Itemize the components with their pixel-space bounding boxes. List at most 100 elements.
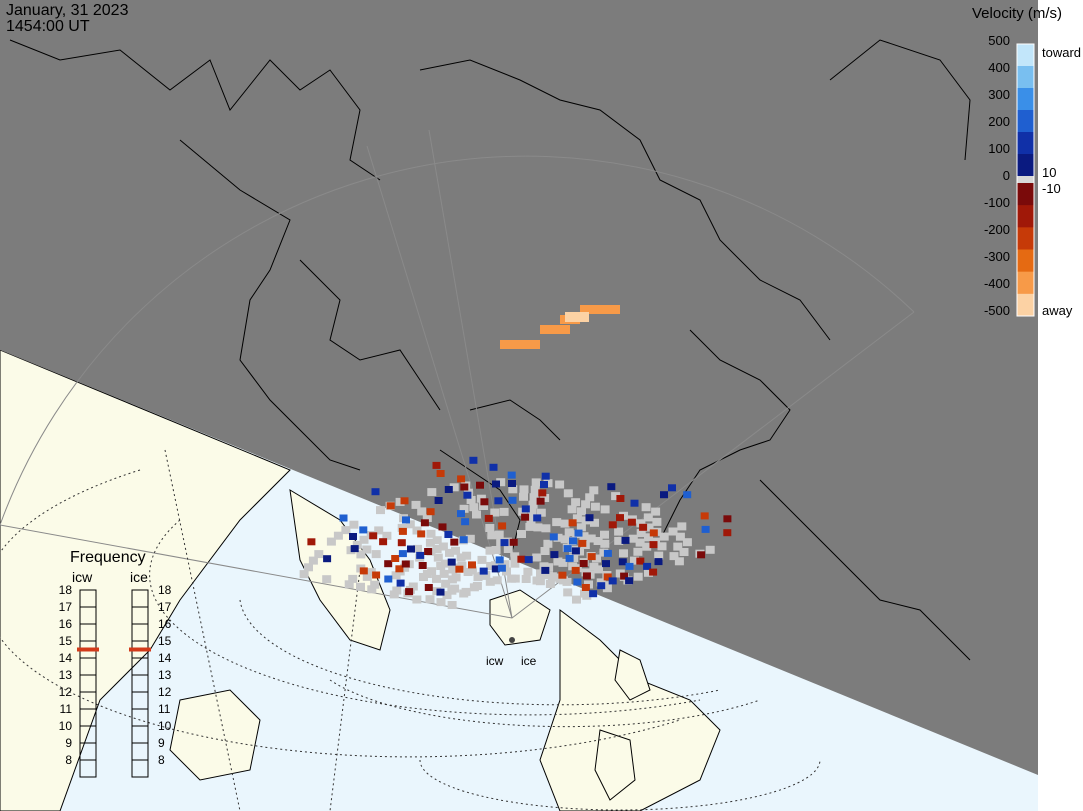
frequency-number-right: 11 xyxy=(158,702,171,716)
ground-scatter-cell xyxy=(519,485,529,494)
velocity-cell xyxy=(508,480,516,487)
date-label: January, 31 2023 xyxy=(6,2,129,19)
velocity-cell xyxy=(489,463,498,471)
ground-scatter-cell xyxy=(492,576,502,585)
frequency-number-left: 8 xyxy=(65,753,72,767)
colorbar-swatch-toward xyxy=(1017,66,1034,89)
velocity-cell xyxy=(587,553,596,561)
velocity-cell xyxy=(468,561,476,569)
ground-scatter-cell xyxy=(682,538,692,547)
frequency-number-left: 13 xyxy=(58,668,72,682)
velocity-cell xyxy=(616,514,624,522)
velocity-cell xyxy=(398,527,407,535)
velocity-cell xyxy=(402,516,410,524)
velocity-cell xyxy=(521,513,530,521)
velocity-cell xyxy=(369,532,378,540)
velocity-cell xyxy=(372,571,381,579)
frequency-number-left: 9 xyxy=(65,736,72,750)
colorbar-tick-label: -300 xyxy=(983,249,1010,264)
velocity-cell xyxy=(436,470,445,477)
velocity-colorbar xyxy=(1016,43,1035,317)
ground-scatter-cell xyxy=(619,549,628,558)
radar-cells xyxy=(299,305,732,609)
ground-scatter-cell xyxy=(495,560,505,569)
velocity-cell xyxy=(565,312,589,322)
ground-scatter-cell xyxy=(496,478,506,487)
frequency-number-right: 12 xyxy=(158,685,172,699)
velocity-cell xyxy=(701,525,710,533)
coastlines xyxy=(9,39,971,661)
velocity-cell xyxy=(450,538,459,546)
velocity-cell xyxy=(524,556,533,564)
velocity-cell xyxy=(578,539,587,547)
ground-scatter-cell xyxy=(526,515,536,524)
ground-scatter-cell xyxy=(523,567,533,576)
ground-scatter-cell xyxy=(532,553,542,562)
velocity-cell xyxy=(630,499,639,507)
ground-scatter-cell xyxy=(614,536,624,545)
ground-scatter-cell xyxy=(447,601,457,609)
velocity-cell xyxy=(307,538,316,546)
colorbar-away-label: away xyxy=(1042,303,1073,318)
ground-scatter-cell xyxy=(487,531,497,540)
velocity-cell xyxy=(494,497,503,505)
ground-scatter-cell xyxy=(585,493,595,502)
ground-scatter-cell xyxy=(579,532,589,541)
velocity-cell xyxy=(589,590,598,598)
ground-scatter-cell xyxy=(382,531,392,540)
ground-scatter-cell xyxy=(499,507,509,516)
velocity-cell xyxy=(463,491,472,499)
velocity-cell xyxy=(500,539,509,547)
colorbar-tick-label: -100 xyxy=(983,195,1010,210)
ground-scatter-cell xyxy=(577,507,586,516)
ground-scatter-cell xyxy=(590,518,599,527)
velocity-cell xyxy=(660,491,668,499)
frequency-number-left: 10 xyxy=(58,719,72,733)
ground-scatter-cell xyxy=(636,519,646,528)
velocity-cell xyxy=(625,562,634,570)
ground-scatter-cell xyxy=(641,503,651,512)
ground-scatter-cell xyxy=(374,526,384,535)
velocity-cell xyxy=(359,526,368,534)
ground-scatter-cell xyxy=(490,508,500,517)
ground-scatter-cell xyxy=(602,584,612,593)
ground-scatter-cell xyxy=(472,510,481,519)
ground-scatter-cell xyxy=(508,485,518,494)
velocity-cell xyxy=(697,551,706,559)
velocity-cell xyxy=(602,560,610,568)
velocity-cell xyxy=(616,495,625,502)
velocity-cell xyxy=(723,529,732,537)
frequency-number-right: 13 xyxy=(158,668,172,682)
ground-scatter-cell xyxy=(467,566,477,575)
velocity-cell xyxy=(639,523,648,531)
colorbar-swatch-away xyxy=(1017,205,1034,228)
ground-scatter-cell xyxy=(528,500,538,509)
ground-scatter-cell xyxy=(362,545,372,554)
ground-scatter-cell xyxy=(636,529,646,538)
ground-scatter-cell xyxy=(432,536,442,545)
ground-scatter-cell xyxy=(441,579,451,588)
frequency-number-right: 8 xyxy=(158,753,165,767)
colorbar-swatch-toward xyxy=(1017,132,1034,155)
velocity-cell xyxy=(569,537,577,545)
ground-scatter-cell xyxy=(502,567,511,576)
ground-scatter-cell xyxy=(432,545,442,553)
velocity-cell xyxy=(550,551,559,559)
frequency-number-left: 15 xyxy=(58,634,72,648)
velocity-cell xyxy=(350,545,359,553)
ground-scatter-cell xyxy=(461,587,471,596)
ground-scatter-cell xyxy=(705,545,715,554)
ground-scatter-cell xyxy=(592,554,601,563)
ground-scatter-cell xyxy=(356,550,366,559)
ground-scatter-cell xyxy=(635,538,645,547)
velocity-cell xyxy=(723,515,732,523)
ground-scatter-cell xyxy=(439,569,449,578)
velocity-cell xyxy=(447,558,456,566)
frequency-number-right: 17 xyxy=(158,600,172,614)
ground-scatter-cell xyxy=(436,562,446,570)
ground-scatter-cell xyxy=(479,502,488,510)
ground-scatter-cell xyxy=(533,523,543,532)
ground-scatter-cell xyxy=(486,562,496,570)
frequency-number-right: 18 xyxy=(158,583,172,597)
